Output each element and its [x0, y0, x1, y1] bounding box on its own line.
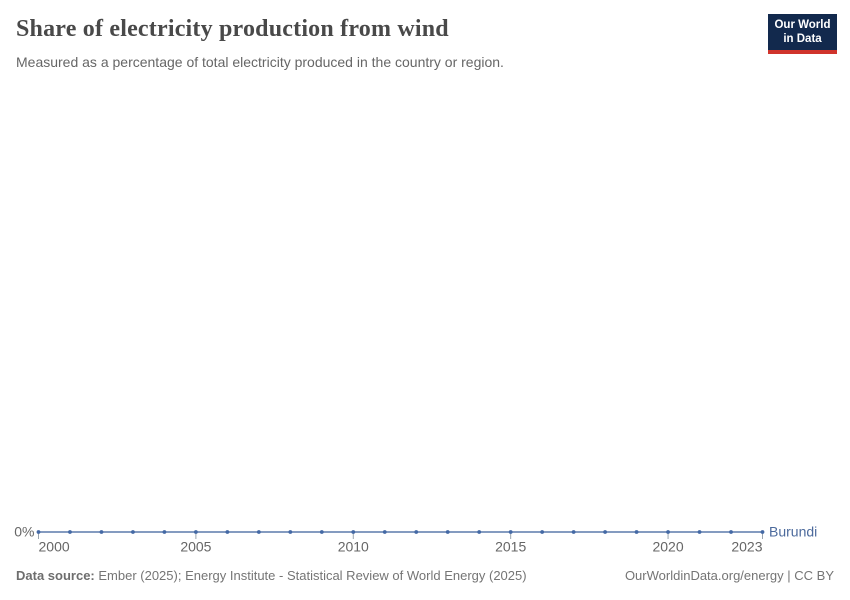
chart-header: Share of electricity production from win… [16, 16, 750, 71]
x-axis-label: 2010 [338, 539, 369, 555]
data-point[interactable] [162, 530, 167, 534]
data-point[interactable] [445, 530, 450, 534]
data-source-label: Data source: [16, 568, 95, 583]
data-point[interactable] [256, 530, 261, 534]
x-axis-label: 2015 [495, 539, 526, 555]
chart-subtitle: Measured as a percentage of total electr… [16, 53, 504, 70]
data-point[interactable] [99, 530, 104, 534]
y-axis-label: 0% [14, 524, 34, 540]
data-point[interactable] [603, 530, 608, 534]
data-point[interactable] [36, 530, 41, 534]
data-point[interactable] [351, 530, 356, 534]
data-point[interactable] [414, 530, 419, 534]
x-axis-label: 2000 [39, 539, 70, 555]
data-point[interactable] [319, 530, 324, 534]
data-point[interactable] [68, 530, 72, 534]
data-point[interactable] [131, 530, 135, 534]
data-point[interactable] [697, 530, 702, 534]
data-point[interactable] [193, 530, 198, 534]
x-axis-label: 2023 [731, 539, 762, 555]
data-point[interactable] [288, 530, 293, 534]
x-axis-label: 2005 [180, 539, 211, 555]
chart-title: Share of electricity production from win… [16, 16, 449, 42]
owid-logo-line1: Our World [774, 18, 831, 31]
data-point[interactable] [382, 530, 387, 534]
data-point[interactable] [760, 530, 765, 534]
data-source: Data source: Ember (2025); Energy Instit… [16, 568, 527, 584]
data-point[interactable] [477, 530, 482, 534]
owid-logo[interactable]: Our World in Data [768, 14, 837, 54]
data-point[interactable] [634, 530, 639, 534]
chart-footer: Data source: Ember (2025); Energy Instit… [16, 568, 834, 584]
data-point[interactable] [666, 530, 670, 534]
x-axis-label: 2020 [652, 539, 683, 555]
data-point[interactable] [508, 530, 513, 534]
data-source-text: Ember (2025); Energy Institute - Statist… [94, 568, 527, 583]
entity-label[interactable]: Burundi [769, 524, 817, 540]
owid-logo-line2: in Data [783, 33, 822, 45]
data-point[interactable] [571, 530, 576, 534]
data-point[interactable] [225, 530, 230, 534]
attribution-link[interactable]: OurWorldinData.org/energy | CC BY [624, 568, 834, 583]
data-point[interactable] [540, 530, 545, 534]
data-point[interactable] [729, 530, 733, 534]
